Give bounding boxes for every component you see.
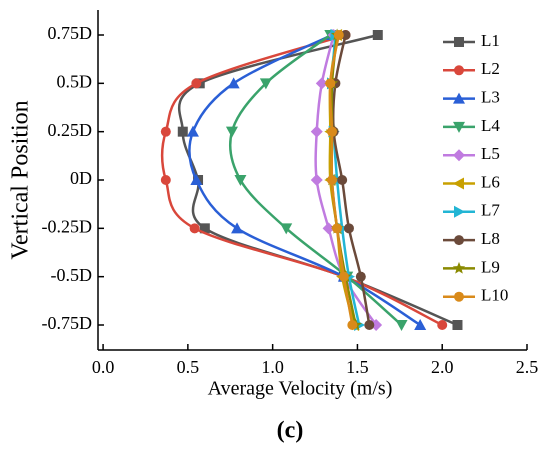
marker	[355, 271, 366, 282]
series	[325, 30, 358, 330]
marker	[325, 78, 336, 89]
legend-label: L5	[481, 144, 500, 163]
legend-marker	[453, 177, 464, 190]
marker	[372, 30, 383, 40]
marker	[343, 223, 354, 234]
marker	[364, 320, 375, 330]
x-tick-label: 2.0	[431, 357, 454, 377]
legend-label: L2	[481, 59, 500, 78]
legend-marker	[454, 205, 465, 218]
marker	[315, 77, 328, 90]
marker	[333, 30, 344, 40]
legend-label: L4	[481, 116, 500, 135]
legend-label: L3	[481, 88, 500, 107]
legend-label: L7	[481, 201, 500, 220]
legend-label: L6	[481, 172, 500, 191]
marker	[395, 320, 408, 331]
x-tick-label: 1.0	[261, 357, 284, 377]
y-tick-label: -0.5D	[51, 265, 93, 285]
y-tick-label: -0.25D	[42, 216, 93, 236]
y-tick-label: 0.5D	[57, 71, 93, 91]
series-line	[188, 33, 421, 327]
legend-marker	[454, 65, 464, 76]
x-axis-label: Average Velocity (m/s)	[208, 378, 393, 400]
marker	[452, 320, 463, 330]
marker	[332, 223, 343, 234]
y-tick-label: 0.75D	[48, 23, 93, 43]
marker	[327, 126, 337, 137]
legend-label: L9	[481, 257, 500, 276]
marker	[177, 126, 188, 137]
y-tick-label: 0D	[70, 168, 92, 188]
caption: (c)	[277, 418, 304, 444]
legend-marker	[453, 92, 465, 104]
y-axis-label: Vertical Position	[8, 100, 34, 259]
legend-label: L10	[481, 286, 508, 305]
legend-label: L8	[481, 229, 500, 248]
marker	[160, 126, 171, 137]
x-tick-label: 0.0	[92, 357, 115, 377]
marker	[225, 126, 238, 138]
marker	[160, 175, 171, 185]
marker	[234, 175, 247, 186]
marker	[327, 175, 337, 185]
series-line	[160, 33, 443, 327]
marker	[338, 271, 349, 282]
marker	[231, 222, 244, 234]
marker	[191, 78, 202, 89]
series	[160, 30, 448, 330]
x-tick-label: 2.5	[516, 357, 539, 377]
marker	[189, 223, 200, 234]
marker	[227, 77, 240, 89]
legend-marker	[452, 261, 466, 274]
marker	[199, 223, 210, 234]
legend-label: L1	[481, 31, 500, 50]
legend-marker	[454, 291, 464, 302]
marker	[259, 78, 272, 90]
legend-marker	[453, 121, 465, 133]
marker	[337, 175, 348, 185]
y-tick-label: 0.25D	[48, 120, 93, 140]
x-tick-label: 0.5	[177, 357, 200, 377]
legend-marker	[454, 235, 464, 246]
marker	[437, 320, 448, 330]
marker	[310, 125, 323, 138]
x-tick-label: 1.5	[346, 357, 369, 377]
marker	[414, 319, 427, 330]
marker	[186, 125, 199, 137]
marker	[190, 174, 203, 185]
marker	[280, 223, 293, 235]
marker	[310, 174, 323, 186]
y-tick-label: -0.75D	[42, 313, 93, 333]
legend-marker	[453, 149, 465, 162]
legend-marker	[454, 37, 464, 47]
marker	[347, 320, 358, 330]
marker	[322, 222, 335, 235]
